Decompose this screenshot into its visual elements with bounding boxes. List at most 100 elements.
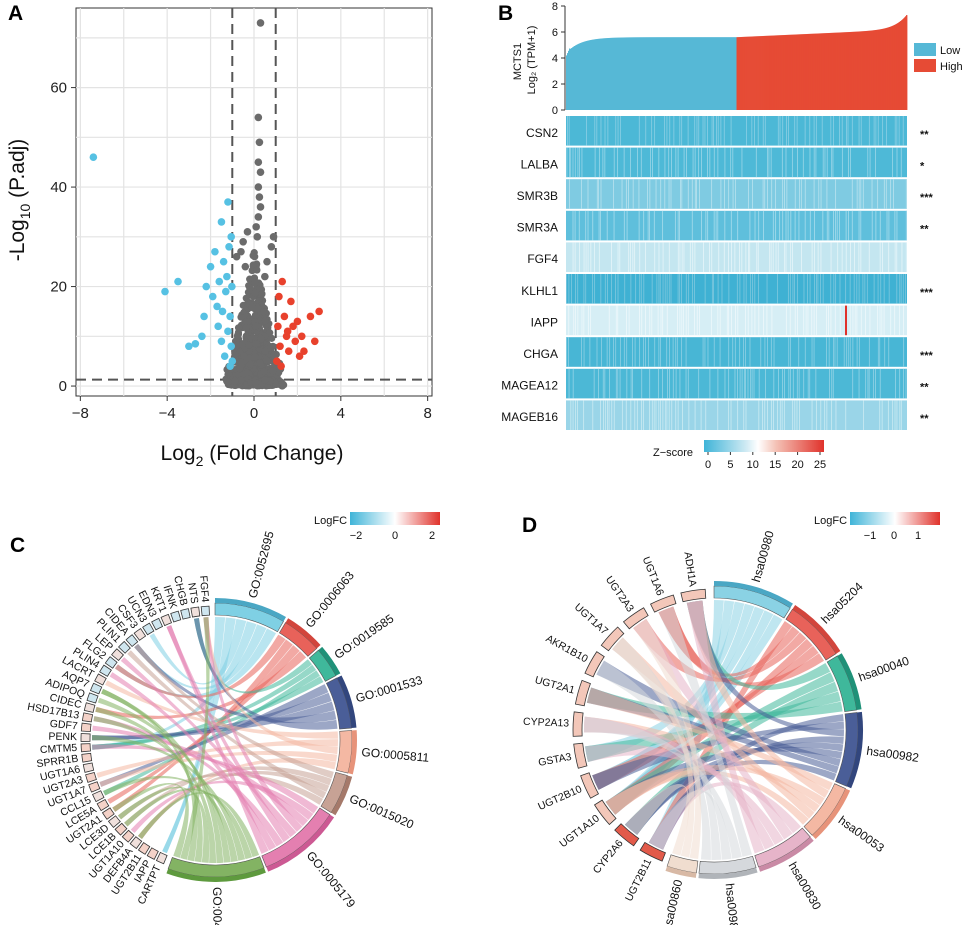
expression-bar <box>636 37 638 110</box>
heatmap-cell <box>883 305 885 336</box>
heatmap-cell <box>713 210 715 241</box>
heatmap-cell <box>732 337 734 367</box>
heatmap-cell <box>805 305 807 336</box>
heatmap-row-label: MAGEA12 <box>501 379 558 393</box>
heatmap-cell <box>796 274 798 304</box>
heatmap-cell <box>836 210 838 241</box>
heatmap-row <box>566 116 907 146</box>
heatmap-cell <box>839 116 840 146</box>
expression-bar <box>574 45 576 110</box>
heatmap-cell <box>583 305 585 336</box>
heatmap-cell <box>785 210 787 241</box>
heatmap-cell <box>594 274 596 304</box>
heatmap-cell <box>658 368 659 399</box>
expression-bar <box>813 33 816 110</box>
heatmap-cell <box>704 337 706 367</box>
ns-point <box>280 381 288 389</box>
ns-point <box>237 376 245 384</box>
heatmap-cell <box>638 116 640 146</box>
heatmap-cell <box>711 242 713 272</box>
heatmap-cell <box>668 147 670 178</box>
expression-bar <box>586 40 588 110</box>
heatmap-cell <box>625 400 627 430</box>
panel-label-d: D <box>522 514 537 537</box>
heatmap-cell <box>785 305 787 336</box>
heatmap-cell <box>850 242 851 272</box>
expression-bar <box>575 45 577 110</box>
heatmap-cell <box>845 400 847 430</box>
heatmap-cell <box>743 337 744 367</box>
expression-bar <box>630 37 632 110</box>
ns-point <box>254 183 263 191</box>
heatmap-cell <box>677 242 679 272</box>
expression-bar <box>883 28 886 110</box>
expression-bar <box>617 37 619 110</box>
expression-bar <box>745 36 747 110</box>
expression-bar <box>682 37 684 111</box>
expression-bar <box>725 37 727 111</box>
down-point <box>217 337 226 346</box>
gene-box <box>614 823 640 847</box>
ns-point <box>224 378 232 386</box>
heatmap-cell <box>717 274 719 304</box>
heatmap-cell <box>763 210 764 241</box>
expression-tick-label: 0 <box>552 105 558 117</box>
down-point <box>217 218 226 226</box>
term-arc <box>835 712 859 787</box>
expression-bar <box>568 50 570 110</box>
heatmap-cell <box>828 305 829 336</box>
gene-label: ADH1A <box>681 551 698 587</box>
expression-bar <box>870 30 873 111</box>
chord-ribbon <box>130 780 314 834</box>
gene-label: UGT1A6 <box>640 555 666 598</box>
heatmap-cell <box>813 147 815 178</box>
heatmap-cell <box>728 274 730 304</box>
heatmap-cell <box>841 147 843 178</box>
expression-bar <box>695 37 697 110</box>
heatmap-cell <box>826 147 828 178</box>
heatmap-cell <box>741 242 743 272</box>
chord-ribbon <box>624 783 690 856</box>
up-point <box>272 357 281 365</box>
zscore-colorbar: Z−score 0 5 10 15 20 25 <box>653 440 826 471</box>
gene-box <box>89 682 103 695</box>
expression-bar <box>781 35 784 110</box>
heatmap-cell <box>804 116 806 146</box>
gene-box <box>137 842 151 855</box>
heatmap-cell <box>654 242 656 272</box>
expression-bar <box>741 36 743 110</box>
heatmap-cell <box>751 116 753 146</box>
ns-point <box>251 340 260 348</box>
panel-label-b: B <box>498 2 513 25</box>
down-point <box>191 339 200 348</box>
heatmap-cell <box>673 116 675 146</box>
expression-bar <box>768 35 770 110</box>
legend-low-swatch <box>914 43 936 56</box>
expression-bar <box>798 34 801 110</box>
heatmap-cell <box>860 179 862 209</box>
heatmap-cell <box>610 274 612 304</box>
heatmap-cell <box>606 337 608 367</box>
gene-box <box>155 851 168 865</box>
expression-bar <box>862 31 865 110</box>
heatmap-cell <box>707 147 708 178</box>
expression-bar <box>581 42 583 110</box>
heatmap-cell <box>862 274 864 304</box>
expression-bar <box>597 38 599 111</box>
colorbar-tick-label: 5 <box>727 459 733 471</box>
gene-box <box>111 648 124 662</box>
chord-ribbon <box>134 624 267 690</box>
chord-ribbon <box>612 637 695 858</box>
heatmap-cell <box>705 210 707 241</box>
heatmap-cell <box>685 368 687 399</box>
expression-bar <box>598 38 600 111</box>
up-point <box>289 322 297 331</box>
heatmap-cell <box>668 242 670 272</box>
heatmap-cell <box>649 305 651 336</box>
expression-bar <box>614 37 616 111</box>
expression-bar <box>654 37 656 110</box>
heatmap-cell <box>790 210 792 241</box>
kegg-legend: LogFC −1 0 1 <box>814 512 940 542</box>
heatmap-cell <box>849 274 851 304</box>
heatmap-cell <box>668 400 670 430</box>
